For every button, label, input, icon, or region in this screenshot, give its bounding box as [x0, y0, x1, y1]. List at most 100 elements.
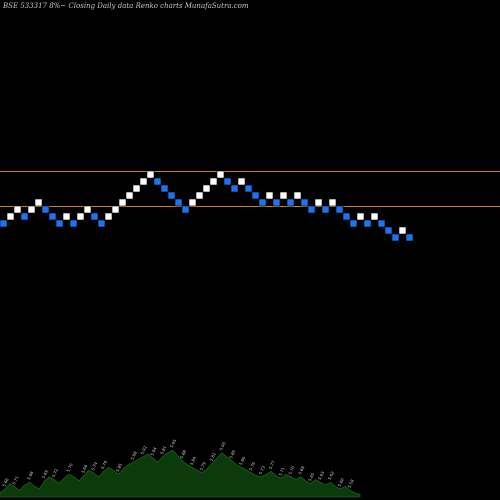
volume-value-label: 5.85 [228, 449, 236, 460]
volume-value-label: 5.84 [149, 446, 157, 457]
renko-brick-up [83, 205, 92, 214]
volume-value-label: 5.60 [337, 477, 345, 488]
volume-value-label: 5.90 [218, 441, 226, 452]
renko-brick-down [223, 177, 232, 186]
renko-brick-down [69, 219, 78, 228]
volume-value-label: 5.68 [297, 465, 305, 476]
renko-brick-up [328, 198, 337, 207]
renko-brick-up [279, 191, 288, 200]
renko-brick-down [342, 212, 351, 221]
renko-brick-down [321, 205, 330, 214]
volume-value-label: 5.62 [327, 470, 335, 481]
volume-value-label: 5.71 [11, 475, 19, 486]
renko-brick-down [300, 198, 309, 207]
renko-brick-down [272, 198, 281, 207]
renko-brick-up [118, 198, 127, 207]
renko-brick-up [139, 177, 148, 186]
renko-brick-up [370, 212, 379, 221]
volume-value-label: 5.88 [179, 449, 187, 460]
volume-value-label: 5.84 [189, 455, 197, 466]
volume-value-label: 5.71 [277, 466, 285, 477]
renko-brick-up [62, 212, 71, 221]
renko-brick-up [125, 191, 134, 200]
volume-area-path [0, 449, 361, 498]
volume-value-label: 5.74 [90, 461, 98, 472]
renko-brick-up [398, 226, 407, 235]
chart-title: BSE 533317 8%~ Closing Daily data Renko … [2, 2, 249, 10]
renko-brick-up [209, 177, 218, 186]
volume-value-label: 5.77 [268, 459, 276, 470]
renko-brick-up [104, 212, 113, 221]
volume-value-label: 5.68 [26, 470, 34, 481]
renko-brick-down [41, 205, 50, 214]
renko-brick-up [216, 170, 225, 179]
volume-value-label: 5.70 [287, 465, 295, 476]
renko-brick-up [6, 212, 15, 221]
volume-value-label: 5.81 [159, 445, 167, 456]
renko-brick-down [244, 184, 253, 193]
volume-value-label: 5.85 [115, 462, 123, 473]
renko-brick-up [27, 205, 36, 214]
renko-brick-up [13, 205, 22, 214]
renko-brick-down [384, 226, 393, 235]
renko-brick-down [167, 191, 176, 200]
renko-brick-up [293, 191, 302, 200]
volume-value-label: 5.79 [100, 459, 108, 470]
renko-brick-down [48, 212, 57, 221]
volume-value-label: 5.69 [41, 469, 49, 480]
renko-brick-up [356, 212, 365, 221]
renko-brick-down [181, 205, 190, 214]
volume-value-label: 5.65 [307, 471, 315, 482]
renko-brick-down [90, 212, 99, 221]
renko-brick-down [363, 219, 372, 228]
renko-brick-down [55, 219, 64, 228]
renko-brick-up [314, 198, 323, 207]
renko-brick-down [286, 198, 295, 207]
renko-brick-up [132, 184, 141, 193]
volume-value-label: 5.82 [208, 451, 216, 462]
renko-brick-down [258, 198, 267, 207]
renko-brick-down [174, 198, 183, 207]
renko-brick-down [307, 205, 316, 214]
volume-value-label: 5.70 [65, 462, 73, 473]
renko-brick-down [230, 184, 239, 193]
volume-value-labels: 5.66 5.71 5.68 5.69 5.725.70 5.66 5.74 5.79 5.85… [1, 438, 355, 489]
volume-value-label: 5.80 [238, 455, 246, 466]
volume-value-label: 5.73 [258, 465, 266, 476]
renko-brick-up [111, 205, 120, 214]
renko-brick-down [391, 233, 400, 242]
renko-brick-down [20, 212, 29, 221]
volume-value-label: 5.95 [169, 438, 177, 449]
renko-brick-down [0, 219, 8, 228]
renko-brick-up [237, 177, 246, 186]
volume-value-label: 5.66 [80, 463, 88, 474]
renko-brick-down [349, 219, 358, 228]
renko-brick-up [188, 198, 197, 207]
volume-value-label: 5.72 [51, 467, 59, 478]
renko-brick-down [335, 205, 344, 214]
volume-value-label: 5.63 [317, 470, 325, 481]
renko-brick-up [34, 198, 43, 207]
volume-value-label: 5.92 [139, 445, 147, 456]
renko-brick-up [202, 184, 211, 193]
volume-value-label: 5.58 [347, 478, 355, 489]
renko-bricks [0, 170, 414, 242]
renko-brick-down [377, 219, 386, 228]
renko-brick-up [146, 170, 155, 179]
renko-brick-down [251, 191, 260, 200]
reference-lines [0, 171, 500, 207]
volume-value-label: 5.66 [1, 477, 9, 488]
volume-value-label: 5.76 [248, 461, 256, 472]
renko-brick-up [76, 212, 85, 221]
volume-value-label: 5.79 [199, 461, 207, 472]
volume-area [0, 449, 361, 498]
renko-brick-up [195, 191, 204, 200]
volume-value-label: 5.88 [130, 450, 138, 461]
renko-brick-down [160, 184, 169, 193]
renko-brick-down [153, 177, 162, 186]
renko-brick-down [97, 219, 106, 228]
renko-brick-up [265, 191, 274, 200]
renko-brick-down [405, 233, 414, 242]
